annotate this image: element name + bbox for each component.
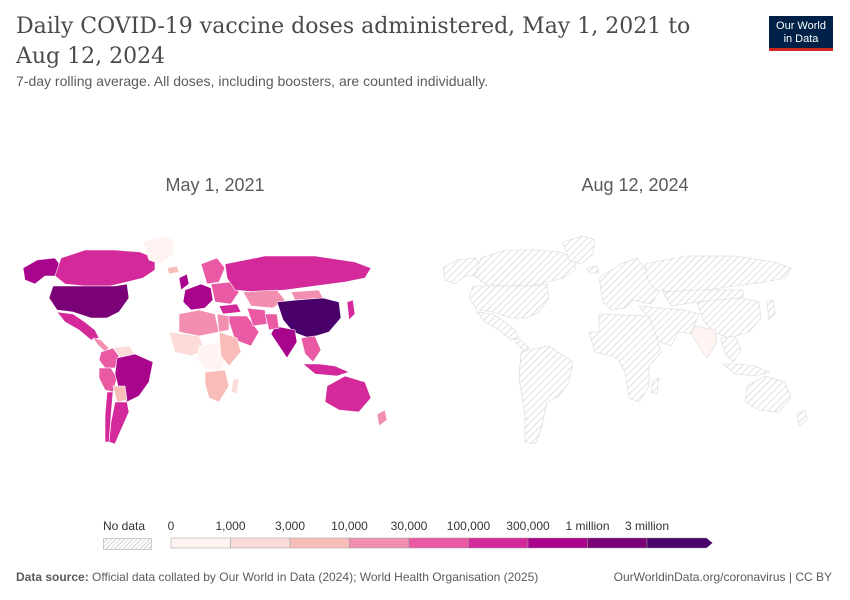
region-western-europe[interactable]: [182, 283, 214, 311]
legend-bin-5[interactable]: [468, 537, 529, 549]
region-scandinavia[interactable]: [200, 257, 226, 285]
footer-url-link[interactable]: OurWorldinData.org/coronavirus: [613, 570, 786, 584]
legend-no-data-swatch[interactable]: [103, 538, 152, 550]
region-alaska[interactable]: [22, 257, 62, 285]
legend-tick-label: 10,000: [331, 519, 368, 533]
region-central-africa[interactable]: [196, 341, 228, 371]
region-southeast-asia[interactable]: [300, 335, 322, 363]
legend-bin-8[interactable]: [646, 537, 713, 549]
region-alaska-nodata[interactable]: [442, 257, 482, 285]
footer-separator: |: [788, 570, 792, 584]
region-eastern-europe[interactable]: [210, 281, 240, 305]
legend-tick-label: 100,000: [446, 519, 491, 533]
footer-links: OurWorldinData.org/coronavirus | CC BY: [614, 570, 832, 584]
region-russia[interactable]: [224, 255, 372, 293]
legend-tick-label: 3,000: [274, 519, 306, 533]
world-map-2024[interactable]: [435, 206, 835, 456]
logo-line-1: Our World: [776, 20, 826, 32]
region-east-africa[interactable]: [218, 331, 242, 367]
legend-bin-3[interactable]: [349, 537, 410, 549]
region-chile[interactable]: [104, 391, 114, 443]
region-central-america-nodata[interactable]: [512, 337, 530, 353]
map-panel-2021: May 1, 2021: [15, 175, 415, 456]
chart-title: Daily COVID-19 vaccine doses administere…: [16, 14, 691, 69]
region-canada[interactable]: [54, 249, 156, 287]
region-china[interactable]: [276, 297, 342, 339]
region-bolivia[interactable]: [112, 385, 128, 403]
region-madagascar[interactable]: [230, 377, 240, 395]
region-southern-africa[interactable]: [204, 369, 230, 403]
legend-tick-label: 1 million: [565, 519, 610, 533]
region-indonesia[interactable]: [302, 363, 350, 377]
region-india-2024[interactable]: [690, 325, 718, 359]
region-new-zealand-nodata[interactable]: [796, 409, 808, 427]
region-mexico[interactable]: [56, 311, 100, 341]
legend-tick-label: 0: [167, 519, 175, 533]
region-greenland[interactable]: [142, 235, 176, 265]
region-japan[interactable]: [346, 299, 356, 321]
region-australia[interactable]: [324, 375, 372, 413]
region-japan-nodata[interactable]: [766, 299, 776, 321]
color-legend: No data 0 1,000 3,000 10,000 30,000 100,000 30…: [100, 516, 740, 556]
legend-tick-label: 3 million: [624, 519, 670, 533]
legend-color-bar[interactable]: [100, 516, 740, 556]
region-europe-nodata[interactable]: [598, 257, 660, 311]
footer-license-link[interactable]: CC BY: [795, 570, 832, 584]
region-madagascar-nodata[interactable]: [650, 377, 660, 395]
region-iceland-nodata[interactable]: [586, 265, 600, 275]
footer-source-text: Official data collated by Our World in D…: [92, 570, 539, 584]
region-india[interactable]: [270, 325, 298, 359]
region-iran[interactable]: [246, 307, 268, 327]
region-turkey[interactable]: [218, 303, 242, 315]
region-united-states-nodata[interactable]: [468, 283, 550, 319]
chart-subtitle: 7-day rolling average. All doses, includ…: [16, 73, 489, 89]
map-panel-2024: Aug 12, 2024: [435, 175, 835, 456]
region-southeast-asia-nodata[interactable]: [720, 335, 742, 363]
region-china-nodata[interactable]: [696, 297, 762, 339]
footer-source: Data source: Official data collated by O…: [16, 570, 538, 584]
region-russia-nodata[interactable]: [644, 255, 792, 293]
region-united-kingdom[interactable]: [178, 273, 190, 291]
map-title-2021: May 1, 2021: [165, 175, 265, 195]
region-united-states[interactable]: [48, 283, 130, 319]
legend-bin-7[interactable]: [587, 537, 648, 549]
footer-source-label: Data source:: [16, 570, 89, 584]
region-africa-nodata[interactable]: [588, 313, 662, 403]
legend-bin-2[interactable]: [289, 537, 350, 549]
world-map-2021[interactable]: [15, 206, 415, 456]
legend-bin-6[interactable]: [527, 537, 588, 549]
region-iceland[interactable]: [166, 265, 180, 275]
region-australia-nodata[interactable]: [744, 375, 792, 413]
region-egypt[interactable]: [216, 313, 230, 333]
map-title-2024: Aug 12, 2024: [581, 175, 689, 195]
owid-logo[interactable]: Our World in Data: [769, 16, 833, 51]
legend-tick-label: 30,000: [390, 519, 428, 533]
legend-bin-0[interactable]: [170, 537, 231, 549]
region-new-zealand[interactable]: [376, 409, 388, 427]
legend-no-data-label: No data: [103, 519, 146, 533]
region-canada-nodata[interactable]: [474, 249, 576, 287]
region-north-africa[interactable]: [178, 309, 220, 337]
region-pakistan[interactable]: [264, 313, 280, 331]
legend-bin-1[interactable]: [230, 537, 291, 549]
region-greenland-nodata[interactable]: [562, 235, 596, 265]
region-argentina[interactable]: [108, 401, 130, 445]
region-indonesia-nodata[interactable]: [722, 363, 770, 377]
legend-bin-4[interactable]: [408, 537, 469, 549]
region-south-america-nodata[interactable]: [518, 345, 574, 445]
logo-line-2: in Data: [783, 33, 819, 45]
region-mexico-nodata[interactable]: [476, 311, 520, 341]
legend-tick-label: 1,000: [215, 519, 246, 533]
legend-tick-label: 300,000: [506, 519, 550, 533]
